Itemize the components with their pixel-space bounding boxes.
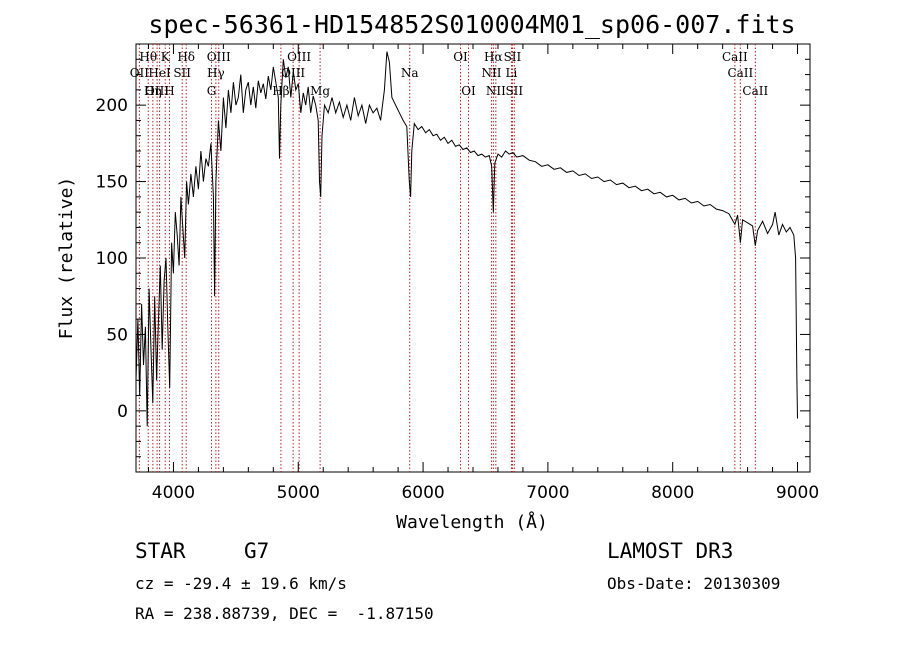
line-label-26: CaII — [727, 66, 753, 80]
plot-frame — [135, 43, 811, 473]
line-label-19: Hα — [484, 50, 503, 64]
x-tick-label-1: 5000 — [277, 483, 320, 503]
line-label-27: CaII — [742, 84, 768, 98]
line-label-13: G — [207, 84, 217, 98]
x-tick-label-4: 8000 — [651, 483, 694, 503]
line-label-5: OII — [130, 66, 150, 80]
x-axis-label: Wavelength (Å) — [396, 511, 548, 533]
y-tick-label-1: 50 — [106, 325, 128, 345]
x-tick-label-0: 4000 — [152, 483, 195, 503]
x-tick-label-5: 9000 — [776, 483, 819, 503]
y-tick-label-3: 150 — [96, 173, 128, 193]
line-label-23: NII — [486, 84, 506, 98]
line-label-0: Hθ — [139, 50, 157, 64]
line-label-11: Hη — [144, 84, 162, 98]
coordinates: RA = 238.88739, DEC = -1.87150 — [135, 604, 434, 623]
chart-title: spec-56361-HD154852S010004M01_sp06-007.f… — [148, 10, 795, 39]
line-label-7: SII — [173, 66, 191, 80]
line-label-15: Mg — [310, 84, 330, 98]
y-tick-label-0: 0 — [117, 402, 128, 422]
y-tick-label-4: 200 — [96, 96, 128, 116]
line-label-8: Hγ — [207, 66, 225, 80]
object-subclass: G7 — [244, 539, 270, 563]
line-label-3: OIII — [207, 50, 231, 64]
y-tick-label-2: 100 — [96, 249, 128, 269]
line-label-2: Hδ — [177, 50, 195, 64]
x-tick-label-3: 7000 — [526, 483, 569, 503]
line-label-24: SII — [505, 84, 523, 98]
line-label-18: OI — [461, 84, 476, 98]
line-label-17: OI — [453, 50, 468, 64]
y-axis-label: Flux (relative) — [56, 177, 77, 340]
redshift-readout: cz = -29.4 ± 19.6 km/s — [135, 574, 347, 593]
line-label-10: OIII — [145, 84, 169, 98]
object-class: STAR — [135, 539, 186, 563]
line-label-25: CaII — [722, 50, 748, 64]
x-tick-label-2: 6000 — [401, 483, 444, 503]
obs-date: Obs-Date: 20130309 — [607, 574, 781, 593]
axis-ticks: 4000 5000 6000 7000 8000 9000 0 50 100 150 200 — [96, 43, 819, 503]
line-label-16: Na — [401, 66, 419, 80]
line-label-1: K — [161, 50, 171, 64]
line-label-21: NII — [481, 66, 501, 80]
line-label-4: OIII — [287, 50, 311, 64]
line-label-6: HeI — [148, 66, 171, 80]
survey-name: LAMOST DR3 — [607, 539, 734, 563]
line-label-22: Li — [506, 66, 518, 80]
line-label-20: SII — [504, 50, 522, 64]
line-label-12: H — [164, 84, 174, 98]
spectrum-series-line — [135, 51, 798, 427]
